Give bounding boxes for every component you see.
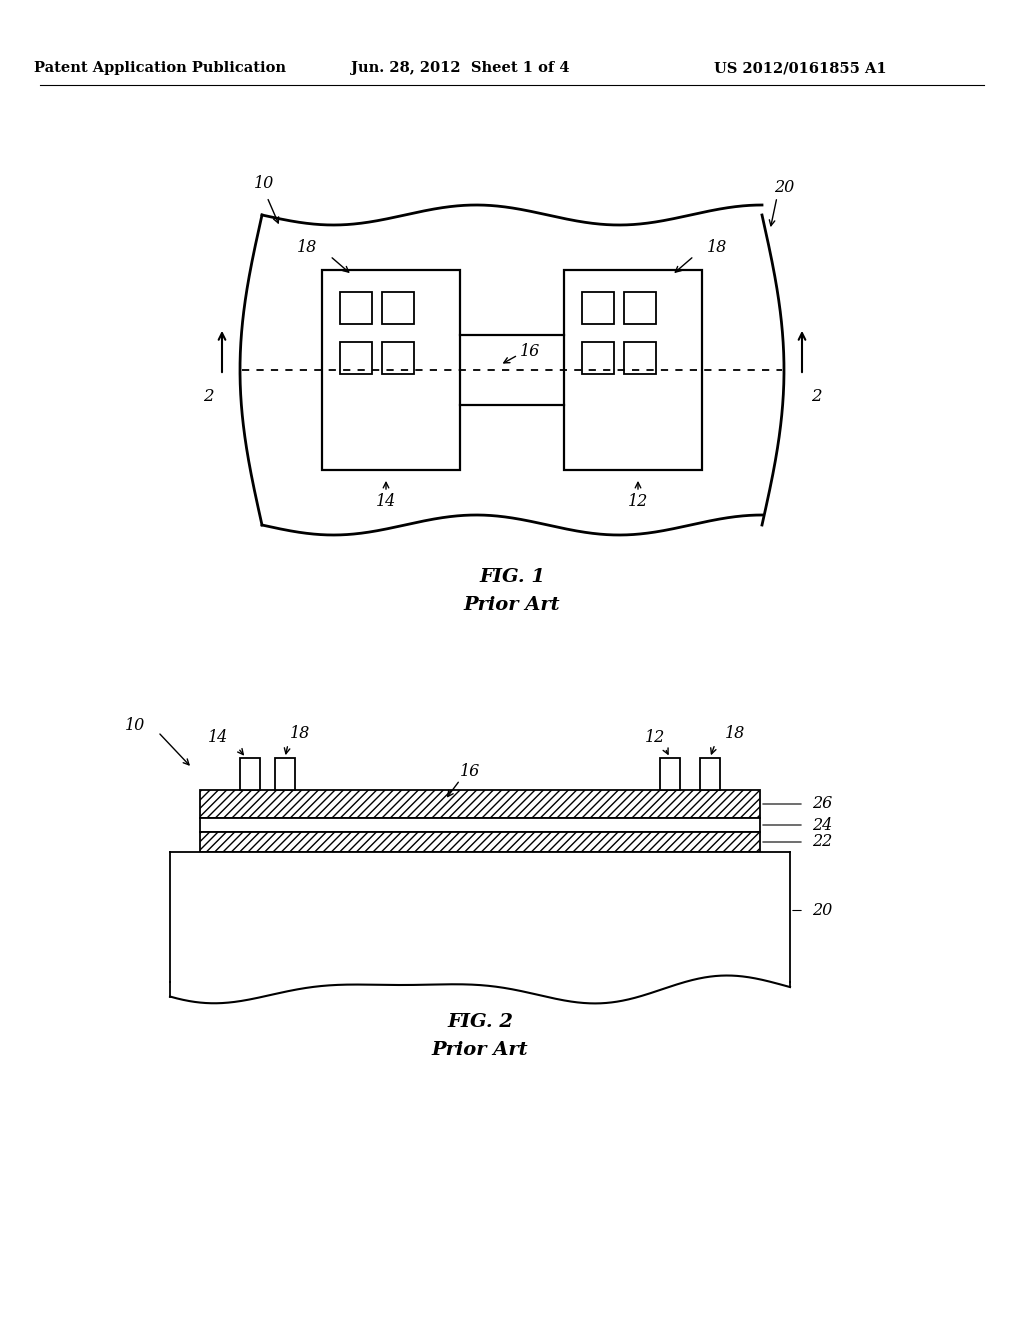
Text: Prior Art: Prior Art [464,597,560,614]
Bar [170,851,790,982]
Text: 14: 14 [376,494,396,511]
Bar [200,818,760,832]
Text: Patent Application Publication: Patent Application Publication [34,61,286,75]
Text: FIG. 2: FIG. 2 [447,1012,513,1031]
Bar [200,789,760,818]
Bar [700,758,720,789]
Text: Jun. 28, 2012  Sheet 1 of 4: Jun. 28, 2012 Sheet 1 of 4 [351,61,569,75]
Text: 10: 10 [125,717,145,734]
Text: Prior Art: Prior Art [432,1041,528,1059]
Bar [660,758,680,789]
Text: 2: 2 [203,388,213,405]
Text: 14: 14 [208,730,228,747]
Text: 16: 16 [520,343,541,360]
Text: 22: 22 [812,833,833,850]
Text: 24: 24 [812,817,833,833]
Text: 20: 20 [774,178,795,195]
Text: 12: 12 [628,494,648,511]
Text: 12: 12 [645,730,665,747]
Text: 20: 20 [812,902,833,919]
Text: FIG. 1: FIG. 1 [479,568,545,586]
Bar [240,758,260,789]
Text: 18: 18 [297,239,317,256]
Text: US 2012/0161855 A1: US 2012/0161855 A1 [714,61,887,75]
Text: 18: 18 [725,725,745,742]
Text: 10: 10 [254,174,274,191]
Text: 2: 2 [811,388,821,405]
Text: 18: 18 [290,725,310,742]
Bar [275,758,295,789]
Text: 16: 16 [460,763,480,780]
Bar [200,832,760,851]
Text: 26: 26 [812,796,833,813]
Text: 18: 18 [707,239,727,256]
